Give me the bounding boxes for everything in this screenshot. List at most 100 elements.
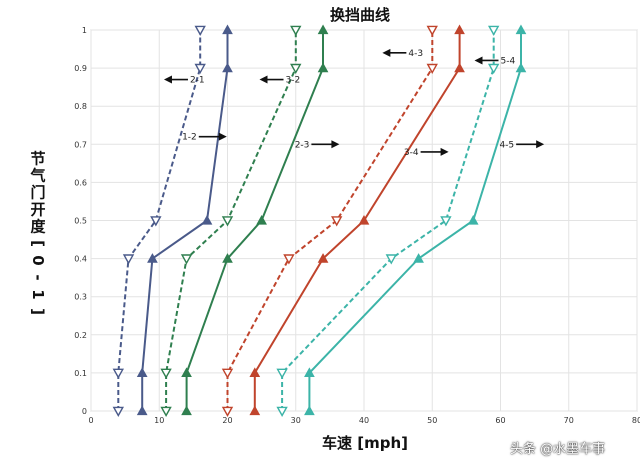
data-point-marker bbox=[515, 62, 527, 73]
annotation-3-2: 3-2 bbox=[259, 75, 300, 86]
y-axis-label-char: 气 bbox=[29, 167, 45, 185]
y-axis-label-char: 度 bbox=[30, 218, 46, 236]
data-point-marker bbox=[221, 368, 234, 379]
data-point-marker bbox=[413, 253, 424, 263]
data-point-marker bbox=[221, 406, 234, 417]
annotation-3-4: 3-4 bbox=[404, 147, 449, 158]
x-tick-label: 30 bbox=[291, 416, 301, 425]
series-4-5 bbox=[304, 24, 527, 416]
series-line bbox=[308, 30, 522, 411]
data-point-marker bbox=[150, 216, 162, 227]
y-tick-label: 0.4 bbox=[74, 255, 87, 264]
annotation-2-1: 2-1 bbox=[163, 75, 205, 86]
annotation-4-5: 4-5 bbox=[499, 140, 545, 150]
x-tick-label: 0 bbox=[88, 416, 93, 425]
data-point-marker bbox=[256, 214, 267, 225]
tick-labels: 0 10 20 30 40 50 60 70 80 0 0.1 0.2 0.3 0.4 0.5 0.6 0.7 0… bbox=[74, 26, 640, 425]
y-axis-label-char: 节 bbox=[30, 150, 45, 168]
y-tick-label: 0.5 bbox=[74, 217, 87, 226]
data-point-marker bbox=[317, 24, 329, 35]
data-point-marker bbox=[112, 368, 124, 379]
data-point-marker bbox=[181, 367, 192, 377]
y-tick-label: 0.6 bbox=[74, 178, 87, 187]
data-point-marker bbox=[222, 62, 233, 73]
annotation-arrowhead bbox=[163, 75, 172, 84]
annotation-label: 2-3 bbox=[295, 140, 310, 150]
annotation-arrowhead bbox=[259, 75, 268, 84]
data-point-marker bbox=[331, 216, 343, 227]
annotation-label: 3-4 bbox=[404, 148, 419, 158]
data-point-marker bbox=[426, 63, 438, 75]
annotation-2-3: 2-3 bbox=[295, 140, 340, 150]
data-point-marker bbox=[440, 216, 452, 227]
y-tick-label: 1 bbox=[82, 26, 87, 35]
y-axis-label-char: 0 bbox=[29, 255, 47, 265]
data-point-marker bbox=[136, 367, 148, 377]
annotations-layer: 1-2 2-1 2-3 3-2 3-4 4-3 4-5 5-4 bbox=[163, 48, 545, 158]
data-point-marker bbox=[358, 214, 370, 225]
y-axis-label-char: - bbox=[29, 274, 47, 280]
series-line bbox=[117, 30, 202, 411]
data-point-marker bbox=[201, 214, 213, 225]
series-4-3 bbox=[221, 25, 438, 417]
annotation-4-3: 4-3 bbox=[382, 48, 423, 59]
annotation-label: 1-2 bbox=[182, 133, 197, 143]
series-line bbox=[281, 30, 495, 411]
annotation-5-4: 5-4 bbox=[474, 56, 515, 66]
y-tick-label: 0.7 bbox=[74, 140, 87, 149]
x-tick-label: 10 bbox=[154, 416, 164, 425]
annotation-arrowhead bbox=[474, 56, 483, 65]
series-1-2 bbox=[136, 24, 233, 416]
data-point-marker bbox=[426, 25, 438, 36]
data-point-marker bbox=[160, 406, 172, 417]
series-line bbox=[253, 30, 461, 411]
data-point-marker bbox=[160, 368, 172, 379]
annotation-arrowhead bbox=[382, 48, 391, 57]
annotation-arrowhead bbox=[218, 132, 227, 141]
x-tick-label: 60 bbox=[495, 416, 505, 425]
x-tick-label: 70 bbox=[564, 416, 574, 425]
series-line bbox=[185, 30, 324, 411]
data-point-marker bbox=[222, 253, 233, 263]
annotation-arrowhead bbox=[440, 147, 449, 156]
y-tick-label: 0 bbox=[82, 407, 87, 416]
series-3-4 bbox=[249, 24, 465, 416]
data-point-marker bbox=[454, 62, 465, 73]
watermark: 头条 @水墨车事 bbox=[510, 442, 606, 457]
data-point-marker bbox=[467, 214, 479, 225]
data-point-marker bbox=[385, 254, 397, 265]
series-3-2 bbox=[160, 25, 302, 417]
y-axis-label-char: 门 bbox=[30, 184, 45, 202]
data-point-marker bbox=[515, 24, 527, 35]
data-point-marker bbox=[276, 406, 288, 417]
y-tick-label: 0.3 bbox=[74, 293, 87, 302]
annotation-label: 4-5 bbox=[499, 140, 514, 150]
data-point-marker bbox=[136, 405, 148, 416]
y-tick-label: 0.9 bbox=[74, 64, 87, 73]
data-point-marker bbox=[249, 405, 261, 416]
y-axis-label-char: [ bbox=[29, 240, 47, 247]
y-axis-label-char: 1 bbox=[29, 289, 47, 299]
series-2-1 bbox=[112, 25, 206, 417]
x-tick-label: 20 bbox=[222, 416, 232, 425]
data-point-marker bbox=[317, 253, 329, 263]
chart-title: 换挡曲线 bbox=[330, 6, 390, 24]
data-point-marker bbox=[317, 62, 329, 73]
data-point-marker bbox=[276, 368, 288, 379]
annotation-label: 4-3 bbox=[408, 49, 423, 59]
data-point-marker bbox=[180, 254, 193, 265]
y-axis-label-char: ] bbox=[29, 308, 47, 315]
y-tick-label: 0.2 bbox=[74, 331, 87, 340]
data-point-marker bbox=[487, 25, 500, 36]
data-point-marker bbox=[290, 63, 302, 75]
annotation-arrowhead bbox=[536, 140, 545, 149]
data-point-marker bbox=[112, 406, 124, 417]
data-point-marker bbox=[221, 216, 234, 227]
series-2-3 bbox=[181, 24, 329, 416]
annotation-label: 2-1 bbox=[190, 76, 205, 86]
data-point-marker bbox=[181, 405, 192, 416]
data-point-marker bbox=[194, 25, 206, 36]
y-tick-label: 0.8 bbox=[74, 102, 87, 111]
